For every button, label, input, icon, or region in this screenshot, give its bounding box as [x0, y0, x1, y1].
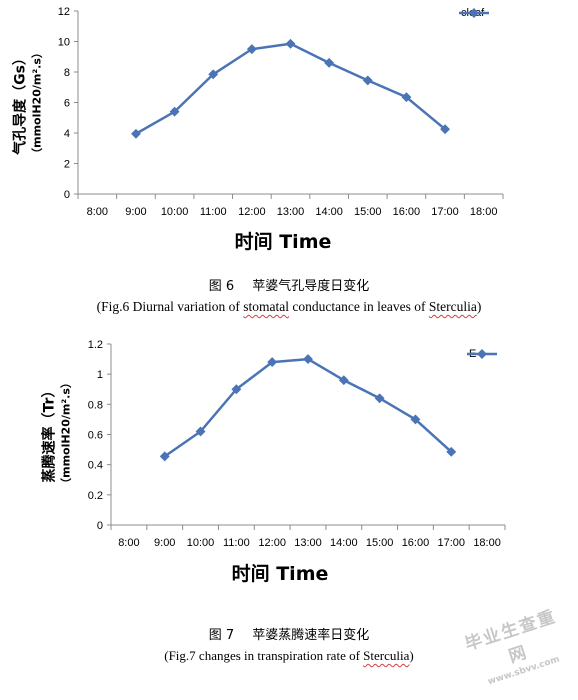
figure6-title-cn: 苹婆气孔导度日变化	[252, 279, 370, 294]
chart2-x-tick-label: 12:00	[258, 537, 286, 549]
figure7-title-cn: 苹婆蒸腾速率日变化	[252, 628, 370, 643]
chart1-y-tick-label: 8	[64, 67, 70, 79]
chart2-series-line	[164, 357, 453, 458]
chart1-x-tick-label: 15:00	[354, 206, 382, 218]
chart1-x-tick-label: 8:00	[87, 206, 108, 218]
chart1-data-point	[169, 106, 180, 117]
watermark-logo: 毕业生查重网 www.sbvv.com	[454, 600, 578, 700]
chart2-y-tick-label: 0.2	[88, 490, 103, 502]
figure7-number: 图 7	[208, 628, 235, 643]
chart2-y-tick-label: 0.8	[88, 399, 103, 411]
chart1-y-tick-label: 10	[58, 37, 70, 49]
chart1-y-axis-label: 气孔导度（Gs） （mmolH20/m².s）	[12, 47, 45, 159]
chart1-y-tick-label: 2	[64, 159, 70, 171]
figure6-title-en: (Fig.6 Diurnal variation of stomatal con…	[96, 299, 482, 314]
chart1-data-point	[362, 75, 373, 86]
chart2-x-tick-label: 13:00	[294, 537, 322, 549]
chart2-x-axis-label: 时间 Time	[231, 563, 329, 585]
chart1-x-axis-label: 时间 Time	[234, 231, 332, 253]
chart1-data-point	[131, 128, 141, 139]
chart-stomatal-conductance: 0 2 4 6 8 10 12 8:00 9:00 10:00 11:00 12:00 13:00 14:…	[0, 0, 578, 270]
chart2-y-tick-label: 1.2	[88, 339, 103, 351]
chart2-x-tick-label: 15:00	[366, 537, 394, 549]
chart1-x-tick-label: 18:00	[470, 206, 498, 218]
figure6-wavy-stomatal: stomatal	[243, 299, 290, 314]
chart1-y-tick-label: 12	[58, 6, 70, 18]
chart2-y-tick-label: 0	[97, 520, 103, 532]
chart1-x-tick-label: 17:00	[431, 206, 459, 218]
chart2-y-axis-label: 蒸腾速率（Tr） （mmolH20/m².s）	[41, 377, 74, 489]
chart2-data-point	[374, 393, 385, 404]
chart-transpiration-rate: 0 0.2 0.4 0.6 0.8 1 1.2 8:00 9:00 10:00 11:00 12:00…	[0, 330, 578, 600]
chart2-x-tick-label: 8:00	[118, 537, 139, 549]
chart2-x-tick-label: 18:00	[473, 537, 501, 549]
chart1-x-tick-label: 12:00	[238, 206, 266, 218]
chart2-y-tick-label: 1	[97, 369, 103, 381]
chart2-data-point	[159, 451, 170, 462]
chart2-svg: 0 0.2 0.4 0.6 0.8 1 1.2 8:00 9:00 10:00 11:00 12:00…	[88, 339, 506, 549]
chart2-legend: E	[467, 348, 497, 360]
chart1-legend: cleaf	[459, 7, 489, 19]
chart2-y-axis-title: 蒸腾速率（Tr）	[41, 383, 58, 483]
figure6-wavy-sterculia: Sterculia	[428, 299, 477, 314]
chart2-y-axis-unit: （mmolH20/m².s）	[59, 377, 73, 489]
figure7-caption: 图 7 苹婆蒸腾速率日变化 (Fig.7 changes in transpira…	[0, 625, 578, 666]
chart2-x-tick-label: 11:00	[223, 537, 250, 549]
chart2-data-point	[195, 426, 206, 437]
chart1-y-tick-label: 4	[64, 128, 70, 140]
figure6-number: 图 6	[208, 279, 235, 294]
chart2-x-tick-label: 9:00	[154, 537, 175, 549]
chart1-x-tick-label: 9:00	[125, 206, 146, 218]
chart1-x-tick-label: 10:00	[161, 206, 189, 218]
chart2-x-tick-label: 10:00	[187, 537, 215, 549]
chart1-x-tick-label: 16:00	[393, 206, 421, 218]
chart1-x-tick-label: 13:00	[277, 206, 305, 218]
chart1-y-tick-label: 0	[64, 189, 70, 201]
chart1-data-point	[246, 44, 257, 55]
chart1-y-axis-title: 气孔导度（Gs）	[12, 51, 29, 155]
chart1-data-point	[285, 38, 296, 49]
figure7-wavy-sterculia: Sterculia	[363, 648, 410, 663]
chart1-y-axis-unit: （mmolH20/m².s）	[30, 47, 44, 159]
figure6-caption: 图 6 苹婆气孔导度日变化 (Fig.6 Diurnal variation of…	[0, 276, 578, 317]
chart1-series-line	[135, 42, 446, 135]
chart1-x-tick-label: 14:00	[315, 206, 343, 218]
chart1-svg: 0 2 4 6 8 10 12 8:00 9:00 10:00 11:00 12:00 13:00 14:…	[58, 6, 504, 218]
chart1-data-point	[208, 69, 219, 80]
chart2-y-tick-label: 0.4	[88, 460, 103, 472]
chart1-y-tick-label: 6	[64, 98, 70, 110]
chart2-y-tick-label: 0.6	[88, 430, 103, 442]
figure7-title-en: (Fig.7 changes in transpiration rate of …	[164, 648, 414, 663]
chart2-x-tick-label: 17:00	[438, 537, 466, 549]
chart2-x-tick-label: 16:00	[402, 537, 430, 549]
chart1-x-tick-label: 11:00	[200, 206, 227, 218]
chart2-x-tick-label: 14:00	[330, 537, 358, 549]
chart1-data-point	[324, 57, 335, 68]
